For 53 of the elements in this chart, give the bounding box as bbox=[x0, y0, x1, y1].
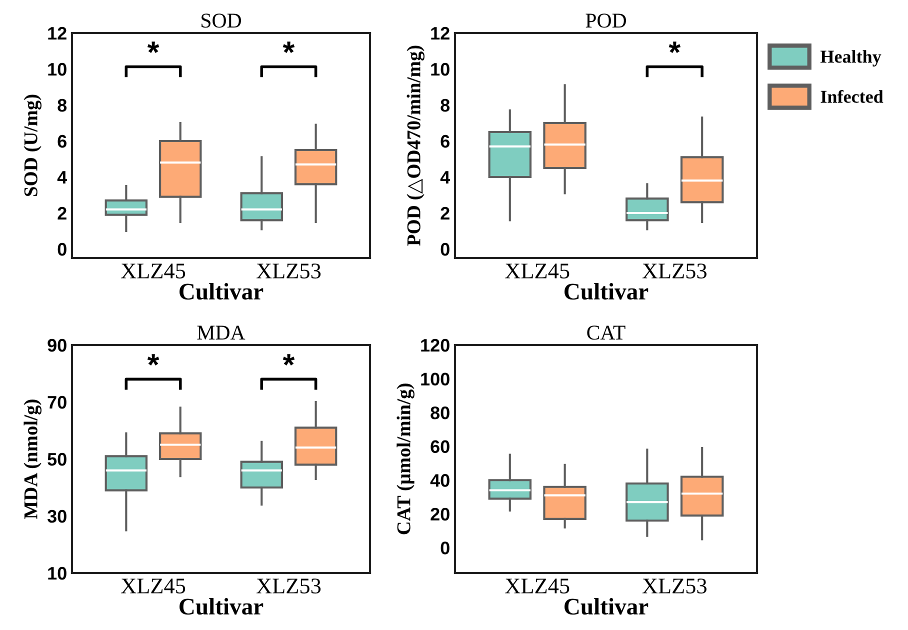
x-tick-label: XLZ45 bbox=[505, 578, 570, 594]
y-tick-label: 30 bbox=[47, 510, 66, 523]
chart-title: MDA bbox=[197, 326, 246, 340]
y-axis-title: POD (△OD470/min/mg) bbox=[406, 46, 424, 246]
y-tick-label: 20 bbox=[430, 508, 450, 521]
x-tick-label: XLZ53 bbox=[642, 264, 706, 278]
annotation: * bbox=[282, 42, 295, 54]
x-axis-title: Cultivar bbox=[180, 598, 264, 615]
y-tick-label: 80 bbox=[430, 406, 450, 420]
y-tick-label: 0 bbox=[440, 542, 450, 554]
x-tick-label: XLZ53 bbox=[256, 578, 321, 594]
y-tick-label: 6 bbox=[58, 134, 66, 148]
y-tick-label: 4 bbox=[440, 171, 450, 184]
y-tick-label: 0 bbox=[58, 242, 66, 256]
x-tick-label: XLZ45 bbox=[505, 264, 570, 278]
chart-title: SOD bbox=[202, 14, 242, 28]
y-tick-label: 50 bbox=[48, 452, 66, 466]
y-tick-label: 8 bbox=[58, 98, 67, 112]
legend-label: Healthy bbox=[820, 50, 882, 67]
y-tick-label: 12 bbox=[48, 26, 66, 40]
y-tick-label: 100 bbox=[421, 372, 450, 386]
y-tick-label: 10 bbox=[48, 62, 66, 76]
x-axis-title: Cultivar bbox=[564, 283, 648, 300]
y-tick-label: 90 bbox=[48, 338, 66, 352]
x-tick-label: XLZ45 bbox=[121, 578, 186, 594]
y-axis-title: CAT (μmol/min/g) bbox=[396, 384, 414, 534]
x-tick-label: XLZ45 bbox=[121, 264, 186, 278]
y-tick-label: 2 bbox=[440, 206, 450, 220]
annotation: * bbox=[147, 354, 160, 366]
y-tick-label: 6 bbox=[440, 134, 450, 148]
y-tick-label: 12 bbox=[431, 26, 450, 40]
y-tick-label: 10 bbox=[431, 62, 450, 76]
chart-title: CAT bbox=[587, 326, 626, 340]
x-axis-title: Cultivar bbox=[180, 283, 264, 300]
y-axis-title: SOD (U/mg) bbox=[24, 94, 42, 196]
y-tick-label: 70 bbox=[48, 396, 66, 409]
y-tick-label: 0 bbox=[440, 242, 450, 256]
annotation: * bbox=[668, 42, 681, 54]
y-tick-label: 8 bbox=[440, 98, 450, 112]
y-tick-label: 10 bbox=[48, 566, 66, 580]
y-axis-title: MDA (nmol/g) bbox=[24, 400, 42, 519]
chart-title: POD bbox=[586, 14, 626, 28]
annotation: * bbox=[147, 42, 160, 54]
y-tick-label: 2 bbox=[58, 206, 66, 220]
y-tick-label: 120 bbox=[421, 338, 450, 352]
annotation: * bbox=[282, 354, 295, 366]
y-tick-label: 4 bbox=[57, 171, 68, 184]
x-axis-title: Cultivar bbox=[564, 598, 648, 615]
x-tick-label: XLZ53 bbox=[256, 264, 321, 278]
y-tick-label: 60 bbox=[430, 440, 450, 454]
y-tick-label: 40 bbox=[430, 474, 450, 487]
legend-label: Infected bbox=[820, 90, 884, 103]
x-tick-label: XLZ53 bbox=[642, 578, 706, 594]
